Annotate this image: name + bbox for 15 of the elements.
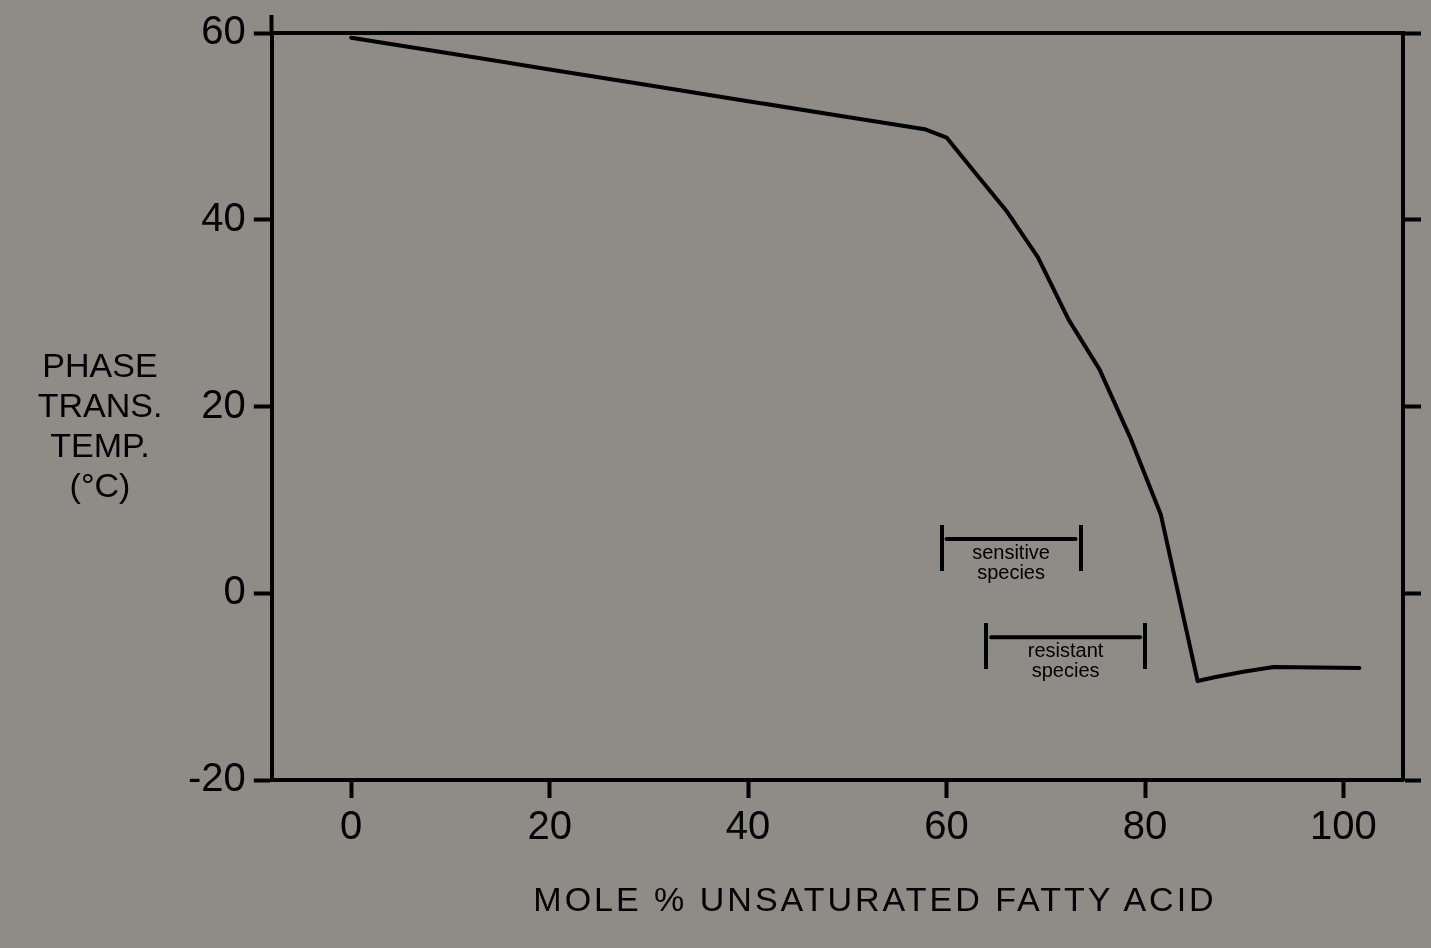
x-tick-label: 60: [924, 803, 969, 848]
y-tick-label: 20: [201, 381, 246, 426]
y-tick-label: -20: [188, 755, 246, 800]
y-tick-label: 0: [223, 568, 246, 613]
x-tick-label: 100: [1310, 803, 1377, 848]
x-tick-label: 0: [340, 803, 363, 848]
annotation: sensitive species: [972, 540, 1050, 583]
y-axis-title: PHASE TRANS. TEMP. (°C): [36, 345, 164, 505]
x-axis-title: MOLE % UNSATURATED FATTY ACID: [532, 880, 1218, 919]
y-tick-label: 40: [201, 194, 246, 239]
annotation: resistant species: [1027, 638, 1104, 681]
x-tick-label: 40: [725, 803, 771, 848]
x-tick-label: 80: [1122, 803, 1168, 848]
x-tick-label: 20: [527, 803, 572, 848]
y-tick-label: 60: [201, 8, 246, 53]
